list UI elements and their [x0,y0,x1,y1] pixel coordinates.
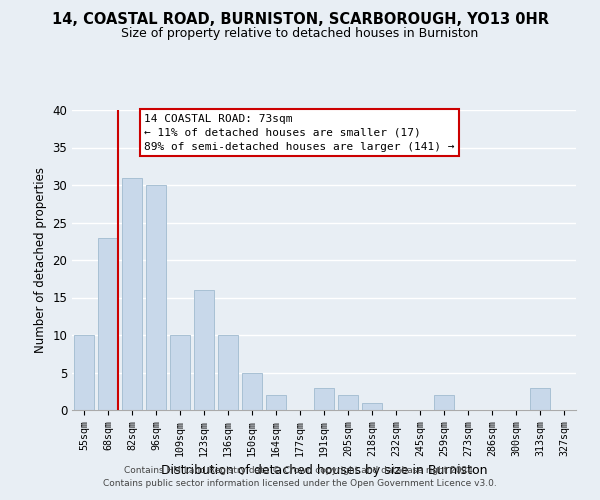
Bar [74,335,94,410]
X-axis label: Distribution of detached houses by size in Burniston: Distribution of detached houses by size … [161,464,487,477]
Bar [338,395,358,410]
Bar [266,395,286,410]
Y-axis label: Number of detached properties: Number of detached properties [34,167,47,353]
Bar [530,388,550,410]
Bar [434,395,454,410]
Bar [242,372,262,410]
Bar [146,185,166,410]
Bar [314,388,334,410]
Text: 14 COASTAL ROAD: 73sqm
← 11% of detached houses are smaller (17)
89% of semi-det: 14 COASTAL ROAD: 73sqm ← 11% of detached… [144,114,455,152]
Bar [218,335,238,410]
Bar [170,335,190,410]
Bar [122,178,142,410]
Bar [362,402,382,410]
Bar [98,238,118,410]
Text: 14, COASTAL ROAD, BURNISTON, SCARBOROUGH, YO13 0HR: 14, COASTAL ROAD, BURNISTON, SCARBOROUGH… [52,12,548,28]
Bar [194,290,214,410]
Text: Contains HM Land Registry data © Crown copyright and database right 2024.
Contai: Contains HM Land Registry data © Crown c… [103,466,497,487]
Text: Size of property relative to detached houses in Burniston: Size of property relative to detached ho… [121,28,479,40]
